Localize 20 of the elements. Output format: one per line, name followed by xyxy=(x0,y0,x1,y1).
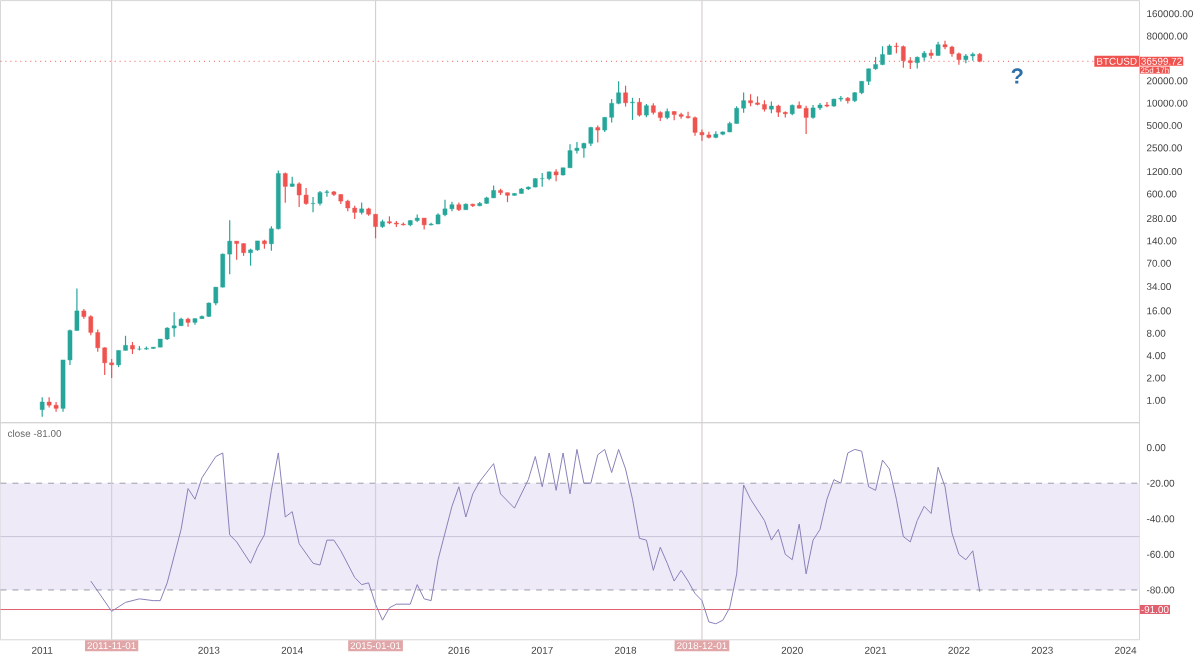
candlestick xyxy=(637,97,642,117)
candlestick xyxy=(53,401,59,413)
annotation: ? xyxy=(1011,68,1023,84)
candlestick xyxy=(373,213,378,239)
candlestick xyxy=(310,196,316,213)
candlestick xyxy=(296,181,302,208)
candlestick xyxy=(39,396,45,418)
candlestick xyxy=(609,98,614,123)
candlestick xyxy=(553,168,559,182)
candlestick xyxy=(567,143,573,169)
candlestick xyxy=(46,396,52,408)
candlestick xyxy=(282,171,288,204)
candlestick xyxy=(234,240,239,261)
candlestick xyxy=(803,105,809,135)
candlestick xyxy=(623,84,628,107)
candlestick xyxy=(171,311,177,338)
line-series xyxy=(90,448,981,625)
candlestick xyxy=(928,48,934,60)
candlestick xyxy=(630,97,635,121)
candlestick xyxy=(442,199,448,217)
